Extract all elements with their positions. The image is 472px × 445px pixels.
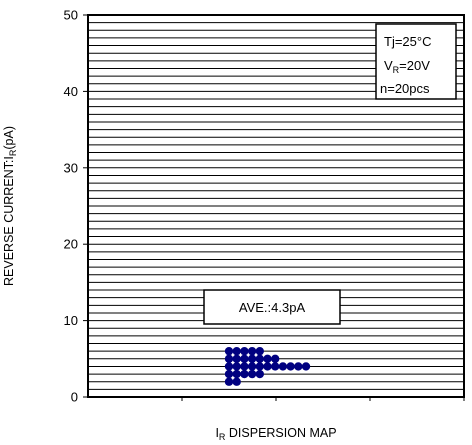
data-point <box>247 346 257 356</box>
data-point <box>255 362 264 371</box>
data-point <box>232 346 241 356</box>
x-axis-label-sub: R <box>219 432 226 442</box>
average-box-frame <box>203 289 341 325</box>
data-point <box>240 369 249 379</box>
y-tick-label: 20 <box>64 237 78 252</box>
average-box: AVE.:4.3pA <box>203 289 341 325</box>
y-axis-label: REVERSE CURRENT:IR(pA) <box>2 126 18 286</box>
y-tick-label: 30 <box>64 160 78 175</box>
data-points <box>224 346 311 386</box>
average-label: AVE.:4.3pA <box>239 300 306 315</box>
conditions-box: Tj=25°C VR=20V n=20pcs <box>375 23 457 100</box>
data-point <box>224 362 234 371</box>
data-point <box>271 354 280 363</box>
data-point <box>271 362 280 371</box>
data-point <box>255 346 264 356</box>
x-axis-label-rest: DISPERSION MAP <box>225 426 336 440</box>
data-point <box>232 362 241 371</box>
x-axis-label-main: I <box>215 426 218 440</box>
x-ticks <box>181 397 465 401</box>
y-tick-label: 0 <box>71 390 78 405</box>
condition-vr-rest: =20V <box>399 58 430 73</box>
y-tick-labels: 0 10 20 30 40 50 <box>64 8 88 405</box>
y-axis-label-main: REVERSE CURRENT:I <box>2 156 16 286</box>
data-point <box>301 362 311 371</box>
data-point <box>263 362 272 371</box>
data-point <box>232 377 241 386</box>
data-point <box>240 354 249 363</box>
data-point <box>224 354 234 363</box>
data-point <box>232 354 241 363</box>
condition-vr-sub: R <box>393 65 400 75</box>
y-tick-label: 10 <box>64 313 78 328</box>
data-point <box>240 346 249 356</box>
data-point <box>232 369 241 379</box>
data-point <box>263 354 272 363</box>
data-point <box>224 377 234 386</box>
data-point <box>294 362 303 371</box>
y-axis-label-sub: R <box>8 149 18 156</box>
data-point <box>247 354 257 363</box>
data-point <box>247 362 257 371</box>
y-axis-label-rest: (pA) <box>2 126 16 150</box>
condition-vr-main: V <box>384 58 393 73</box>
condition-vr: VR=20V <box>384 58 430 75</box>
data-point <box>286 362 295 371</box>
y-tick-label: 40 <box>64 84 78 99</box>
data-point <box>224 369 234 379</box>
data-point <box>255 354 264 363</box>
conditions-box-frame <box>375 23 457 100</box>
x-axis-label: IR DISPERSION MAP <box>215 426 336 442</box>
data-point <box>224 346 234 356</box>
data-point <box>255 369 264 379</box>
data-point <box>278 362 288 371</box>
data-point <box>240 362 249 371</box>
data-point <box>247 369 257 379</box>
y-tick-label: 50 <box>64 8 78 23</box>
condition-n: n=20pcs <box>380 81 430 96</box>
condition-tj: Tj=25°C <box>384 34 431 49</box>
